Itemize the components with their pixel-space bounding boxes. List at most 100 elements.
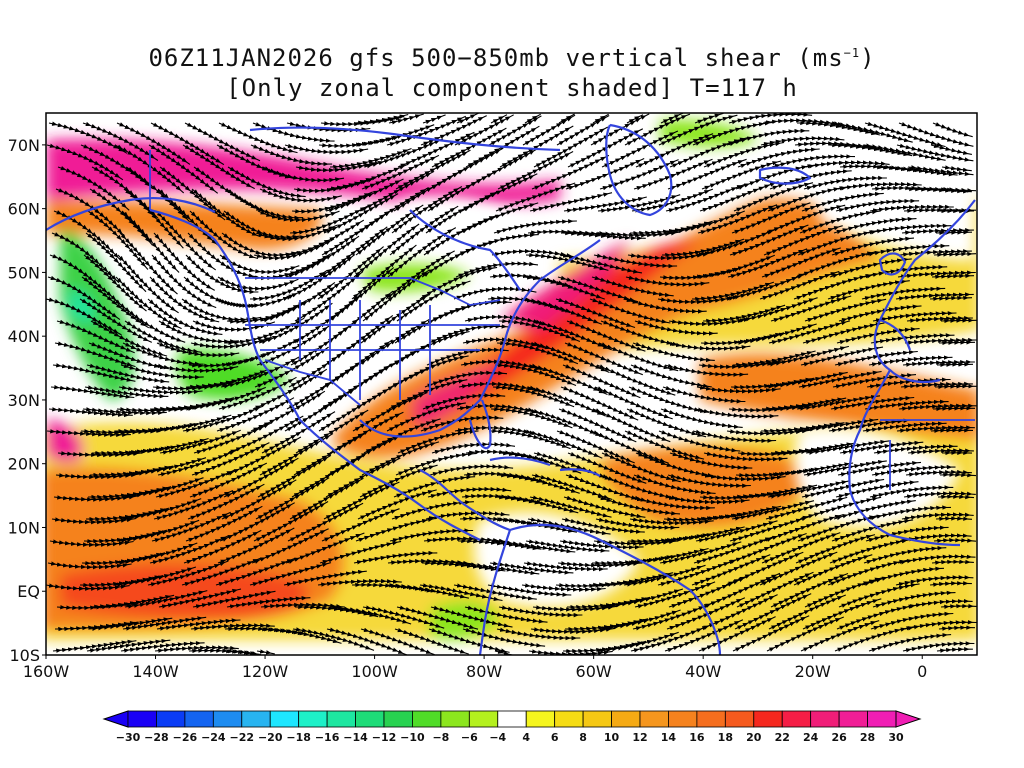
streamline [865,243,950,257]
streamline [902,359,975,367]
streamline [897,270,976,279]
colorbar-label: 24 [803,731,819,744]
streamline [226,595,311,609]
colorbar-label: 6 [551,731,559,744]
streamlines [46,113,977,655]
streamline [703,451,788,462]
colorbar-label: −4 [489,731,506,744]
colorbar-label: −24 [201,731,226,744]
colorbar-label: 28 [860,731,875,744]
lon-tick-label: 160W [23,662,70,681]
colorbar-swatch [497,710,527,728]
streamline [728,113,813,125]
colorbar-swatch [696,710,726,728]
lon-tick-label: 80W [466,662,502,681]
colorbar-label: −22 [230,731,255,744]
colorbar-swatch [326,710,356,728]
streamline [931,273,975,280]
streamline [47,561,132,570]
streamline [936,647,973,653]
colorbar-swatch [554,710,584,728]
streamline [427,486,512,499]
colorbar-label: −14 [343,731,368,744]
streamline [658,430,741,453]
colorbar-min-arrow [102,710,129,728]
streamline [899,249,972,257]
colorbar-swatch [611,710,641,728]
streamline [865,525,949,543]
colorbar-swatch [440,710,470,728]
political-borders [149,150,975,490]
streamline [940,603,977,609]
streamline [932,406,975,412]
colorbar-label: −26 [173,731,198,744]
streamline [904,620,977,631]
title-prefix: 06Z11JAN2026 gfs 500−850mb vertical shea… [148,44,844,72]
streamline [664,363,749,377]
streamline [868,633,952,653]
streamline [833,216,917,235]
coast-uk [878,252,907,276]
coast-arctic-islands [249,126,561,152]
streamline [425,510,510,521]
streamline [938,625,976,631]
streamline [907,165,974,177]
lat-tick-label: 10N [8,518,40,537]
streamline [871,464,956,477]
streamline [391,500,474,521]
streamline [895,292,974,301]
streamline [929,581,972,587]
colorbar-swatch [810,710,840,728]
coastlines [46,123,976,655]
streamline [939,186,977,193]
coast-iceland [758,166,812,185]
streamline [429,464,514,477]
streamline [938,340,976,346]
streamline [591,275,674,298]
colorbar-label: −16 [315,731,340,744]
coast-hispaniola [559,468,601,477]
streamline [933,251,977,258]
streamline [632,342,715,363]
us-mexico-border [264,359,361,406]
streamline [870,333,955,345]
streamline [120,363,204,380]
colorbar-label: 14 [661,731,677,744]
lon-tick-label: 120W [242,662,289,681]
streamline [521,583,606,592]
streamline [873,444,958,455]
colorbar-label: −6 [461,731,478,744]
streamline [897,554,976,565]
longitude-axis: 160W 140W 120W 100W 80W 60W 40W 20W 0 [23,655,927,681]
streamline [905,469,972,477]
coast-south-america-west [478,529,512,655]
colorbar-label: 12 [632,731,647,744]
streamline [935,516,973,522]
streamline [122,342,204,367]
streamline [803,175,887,191]
colorbar-label: 26 [831,731,847,744]
colorbar-swatch [582,710,612,728]
colorbar-swatch [184,710,214,728]
streamline [631,495,715,511]
colorbar-label: −10 [400,731,425,744]
streamline [937,494,975,500]
streamline [930,143,973,155]
coast-florida [468,399,492,450]
streamline [863,545,947,565]
colorbar-label: −18 [286,731,311,744]
colorbar-swatch [241,710,271,728]
colorbar-label: 30 [888,731,904,744]
lat-tick-label: 10S [9,646,40,665]
streamline [904,337,977,345]
plot-frame [45,112,978,656]
colorbar-swatch [412,710,442,728]
colorbar-swatch [383,710,413,728]
colorbar-swatch [867,710,897,728]
colorbar-swatch [753,710,783,728]
lat-tick-label: 40N [8,327,40,346]
streamline [523,561,608,572]
colorbar: −30 −28 −26 −24 −22 −20 −18 −16 −14 −12 −10 −8 −6 −4 4… [102,710,922,744]
colorbar-max-arrow [895,710,922,728]
lon-tick-label: 100W [351,662,398,681]
